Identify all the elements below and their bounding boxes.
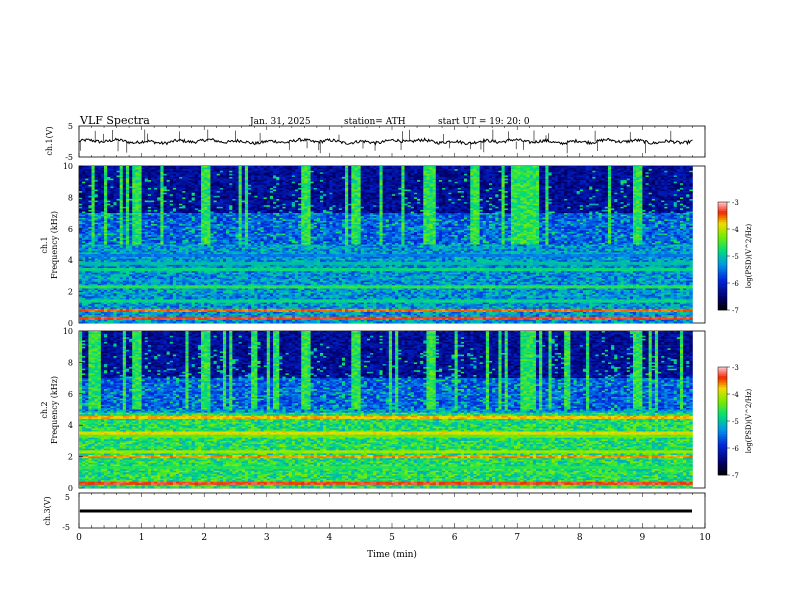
spectrogram-cell (113, 321, 116, 323)
spectrogram-cell (129, 321, 132, 323)
spectrogram-cell (85, 321, 88, 323)
spectrogram-cell (95, 321, 98, 323)
spectrogram-cell (157, 321, 160, 323)
spectrogram-cell (135, 321, 138, 323)
ch1-ytick-top: 5 (68, 122, 73, 131)
spectrogram-cell (117, 321, 120, 323)
spectrogram-cell (151, 321, 154, 323)
spectrogram-cell (110, 321, 113, 323)
spectrogram-cell (101, 321, 104, 323)
spectrogram-cell (92, 321, 95, 323)
spectrogram-cell (145, 321, 148, 323)
spectrogram-cell (107, 321, 110, 323)
spectrogram-cell (167, 321, 170, 323)
ch1-ytick-bottom: -5 (65, 153, 73, 162)
spectrogram-cell (142, 321, 145, 323)
spectrogram-cell (170, 321, 173, 323)
start-time-label: start UT = 19: 20: 0 (438, 117, 530, 127)
spectrogram-cell (126, 321, 129, 323)
spectrogram-cell (120, 321, 123, 323)
spectrogram-cell (123, 321, 126, 323)
spectrogram-cell (98, 321, 101, 323)
figure-title: VLF Spectra (79, 114, 150, 127)
spectrogram-cell (88, 321, 91, 323)
spectrogram-cell (148, 321, 151, 323)
ch1-waveform-panel: 5 -5 ch.1(V) (45, 122, 705, 162)
spectrogram-cell (104, 321, 107, 323)
ch1-waveform-ylabel: ch.1(V) (45, 126, 54, 155)
spectrogram-cell (132, 321, 135, 323)
spectrogram-cell (154, 321, 157, 323)
spectrogram-cell (164, 321, 167, 323)
spectrogram-cell (160, 321, 163, 323)
station-label: station= ATH (344, 117, 406, 127)
ch1-spectrogram-heatmap (79, 166, 693, 323)
date-label: Jan. 31, 2025 (249, 117, 311, 127)
spectrogram-cell (138, 321, 141, 323)
